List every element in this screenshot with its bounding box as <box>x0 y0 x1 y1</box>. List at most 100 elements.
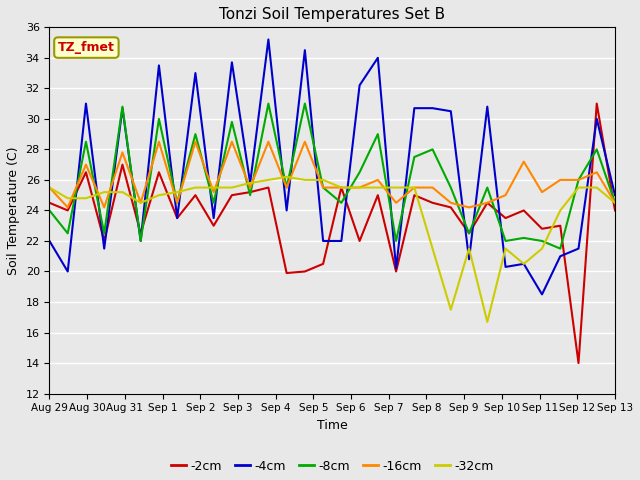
-32cm <box>556 207 564 213</box>
-16cm <box>483 200 491 206</box>
-16cm <box>82 162 90 168</box>
-32cm <box>191 185 199 191</box>
-32cm <box>228 185 236 191</box>
-32cm <box>611 200 619 206</box>
-32cm <box>283 174 291 180</box>
-8cm <box>337 200 345 206</box>
-32cm <box>137 200 145 206</box>
-4cm <box>520 261 527 267</box>
Line: -16cm: -16cm <box>49 142 615 207</box>
-2cm <box>337 185 345 191</box>
-16cm <box>538 189 546 195</box>
-4cm <box>118 105 126 111</box>
-8cm <box>45 207 53 213</box>
-16cm <box>593 169 600 175</box>
-16cm <box>100 204 108 210</box>
-16cm <box>502 192 509 198</box>
-32cm <box>429 246 436 252</box>
-2cm <box>301 269 308 275</box>
-32cm <box>118 189 126 195</box>
-8cm <box>246 192 254 198</box>
-16cm <box>447 200 454 206</box>
-16cm <box>118 150 126 156</box>
-8cm <box>374 131 381 137</box>
-4cm <box>45 238 53 244</box>
-8cm <box>64 230 72 236</box>
-16cm <box>137 200 145 206</box>
-32cm <box>575 185 582 191</box>
Y-axis label: Soil Temperature (C): Soil Temperature (C) <box>7 146 20 275</box>
X-axis label: Time: Time <box>317 419 348 432</box>
Legend: -2cm, -4cm, -8cm, -16cm, -32cm: -2cm, -4cm, -8cm, -16cm, -32cm <box>166 455 499 478</box>
-2cm <box>137 230 145 236</box>
Line: -4cm: -4cm <box>49 39 615 294</box>
-32cm <box>483 319 491 325</box>
-16cm <box>210 189 218 195</box>
-2cm <box>429 200 436 206</box>
-4cm <box>319 238 327 244</box>
-2cm <box>483 200 491 206</box>
-16cm <box>337 185 345 191</box>
-4cm <box>82 101 90 107</box>
-2cm <box>319 261 327 267</box>
-2cm <box>264 185 272 191</box>
-32cm <box>210 185 218 191</box>
-32cm <box>465 246 473 252</box>
-4cm <box>575 246 582 252</box>
-32cm <box>447 307 454 312</box>
-8cm <box>210 200 218 206</box>
-4cm <box>264 36 272 42</box>
-4cm <box>593 116 600 122</box>
-4cm <box>447 108 454 114</box>
Line: -2cm: -2cm <box>49 104 615 363</box>
-32cm <box>100 189 108 195</box>
-16cm <box>283 185 291 191</box>
-8cm <box>82 139 90 144</box>
-8cm <box>410 154 418 160</box>
-2cm <box>228 192 236 198</box>
-32cm <box>410 185 418 191</box>
-32cm <box>538 246 546 252</box>
-8cm <box>465 230 473 236</box>
-16cm <box>465 204 473 210</box>
-8cm <box>100 230 108 236</box>
-4cm <box>556 253 564 259</box>
-16cm <box>392 200 400 206</box>
-16cm <box>191 139 199 144</box>
-4cm <box>246 180 254 186</box>
-8cm <box>264 101 272 107</box>
-16cm <box>155 139 163 144</box>
-16cm <box>228 139 236 144</box>
-2cm <box>392 269 400 275</box>
-8cm <box>575 177 582 183</box>
Line: -32cm: -32cm <box>49 177 615 322</box>
-4cm <box>429 105 436 111</box>
-2cm <box>593 101 600 107</box>
-32cm <box>356 185 364 191</box>
-8cm <box>191 131 199 137</box>
-2cm <box>210 223 218 228</box>
-16cm <box>520 159 527 165</box>
-32cm <box>374 185 381 191</box>
-8cm <box>155 116 163 122</box>
-32cm <box>593 185 600 191</box>
-32cm <box>392 185 400 191</box>
Title: Tonzi Soil Temperatures Set B: Tonzi Soil Temperatures Set B <box>219 7 445 22</box>
-2cm <box>283 270 291 276</box>
-8cm <box>356 169 364 175</box>
-8cm <box>429 146 436 152</box>
-8cm <box>593 146 600 152</box>
-2cm <box>45 200 53 206</box>
-2cm <box>356 238 364 244</box>
-8cm <box>611 200 619 206</box>
-16cm <box>264 139 272 144</box>
-2cm <box>173 215 181 221</box>
-16cm <box>575 177 582 183</box>
-4cm <box>155 62 163 68</box>
-4cm <box>538 291 546 297</box>
-8cm <box>173 200 181 206</box>
-2cm <box>64 207 72 213</box>
-8cm <box>520 235 527 241</box>
-2cm <box>575 360 582 366</box>
-32cm <box>502 246 509 252</box>
